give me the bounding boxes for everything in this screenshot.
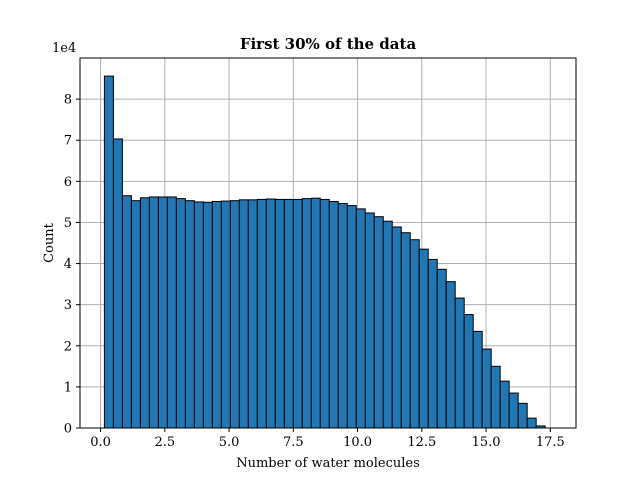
histogram-bar	[328, 200, 339, 429]
x-axis-ticks: 0.0 2.5 5.0 7.5 10.0 12.5 15.0 17.5	[90, 428, 565, 450]
x-tick-label: 7.5	[283, 435, 304, 450]
x-tick-label: 2.5	[154, 435, 175, 450]
histogram-bar	[265, 198, 276, 429]
y-tick-label: 3	[64, 298, 72, 313]
y-tick-label: 4	[64, 257, 72, 272]
histogram-bar	[490, 365, 501, 429]
x-tick-label: 10.0	[343, 435, 372, 450]
histogram-bar	[526, 417, 537, 429]
histogram-bar	[238, 199, 249, 429]
y-tick-label: 2	[64, 339, 72, 354]
histogram-bar	[157, 196, 168, 429]
histogram-bar	[112, 138, 123, 429]
histogram-bar	[346, 205, 357, 429]
histogram-bar	[247, 199, 258, 429]
x-tick-label: 17.5	[536, 435, 565, 450]
histogram-bar	[229, 200, 240, 429]
histogram-bar	[193, 201, 204, 429]
histogram-bar	[121, 195, 132, 429]
histogram-bar	[283, 198, 294, 429]
histogram-bar	[148, 196, 159, 429]
histogram-bar	[166, 196, 177, 429]
y-axis-ticks: 0 1 2 3 4 5 6 7 8	[64, 93, 80, 437]
y-tick-label: 0	[64, 422, 72, 437]
x-tick-label: 5.0	[219, 435, 240, 450]
y-tick-label: 5	[64, 216, 72, 231]
plot-frame	[79, 57, 577, 429]
histogram-bar	[301, 198, 312, 429]
x-tick-label: 0.0	[90, 435, 111, 450]
histogram-bar	[472, 330, 483, 429]
histogram-bar	[364, 212, 375, 429]
y-tick-label: 1	[64, 380, 72, 395]
histogram-bar	[211, 200, 222, 429]
histogram-bar	[139, 197, 150, 429]
histogram-bar	[310, 197, 321, 429]
y-axis-label: Count	[42, 222, 57, 263]
y-tick-label: 6	[64, 175, 72, 190]
histogram-bar	[436, 268, 447, 429]
histogram-bar	[481, 348, 492, 429]
histogram-bar	[508, 392, 519, 429]
chart-title: First 30% of the data	[240, 35, 417, 53]
histogram-bar	[418, 248, 429, 429]
histogram-bar	[337, 203, 348, 429]
y-multiplier-label: 1e4	[52, 41, 76, 56]
y-tick-label: 7	[64, 134, 72, 149]
histogram-bar	[355, 208, 366, 429]
histogram-bar	[373, 216, 384, 429]
histogram-bar	[274, 198, 285, 429]
x-tick-label: 12.5	[407, 435, 436, 450]
histogram-bar	[184, 200, 195, 429]
histogram-bar	[400, 232, 411, 429]
histogram-bar	[256, 198, 267, 429]
histogram-bar	[382, 220, 393, 429]
histogram-bar	[319, 198, 330, 429]
histogram-bar	[517, 402, 528, 429]
histogram-bar	[391, 226, 402, 429]
histogram-bar	[202, 201, 213, 429]
histogram-bar	[445, 281, 456, 429]
histogram-bar	[175, 198, 186, 429]
histogram-bar	[454, 297, 465, 429]
histogram-bar	[499, 380, 510, 429]
histogram-bar	[427, 258, 438, 429]
bars-layer	[103, 75, 546, 429]
histogram-bar	[409, 239, 420, 429]
x-tick-label: 15.0	[472, 435, 501, 450]
x-axis-label: Number of water molecules	[236, 456, 420, 471]
y-tick-label: 8	[64, 93, 72, 108]
histogram-bar	[220, 200, 231, 429]
histogram-bar	[292, 198, 303, 429]
histogram-bar	[463, 314, 474, 429]
histogram-bar	[130, 200, 141, 429]
histogram-bar	[103, 75, 114, 429]
